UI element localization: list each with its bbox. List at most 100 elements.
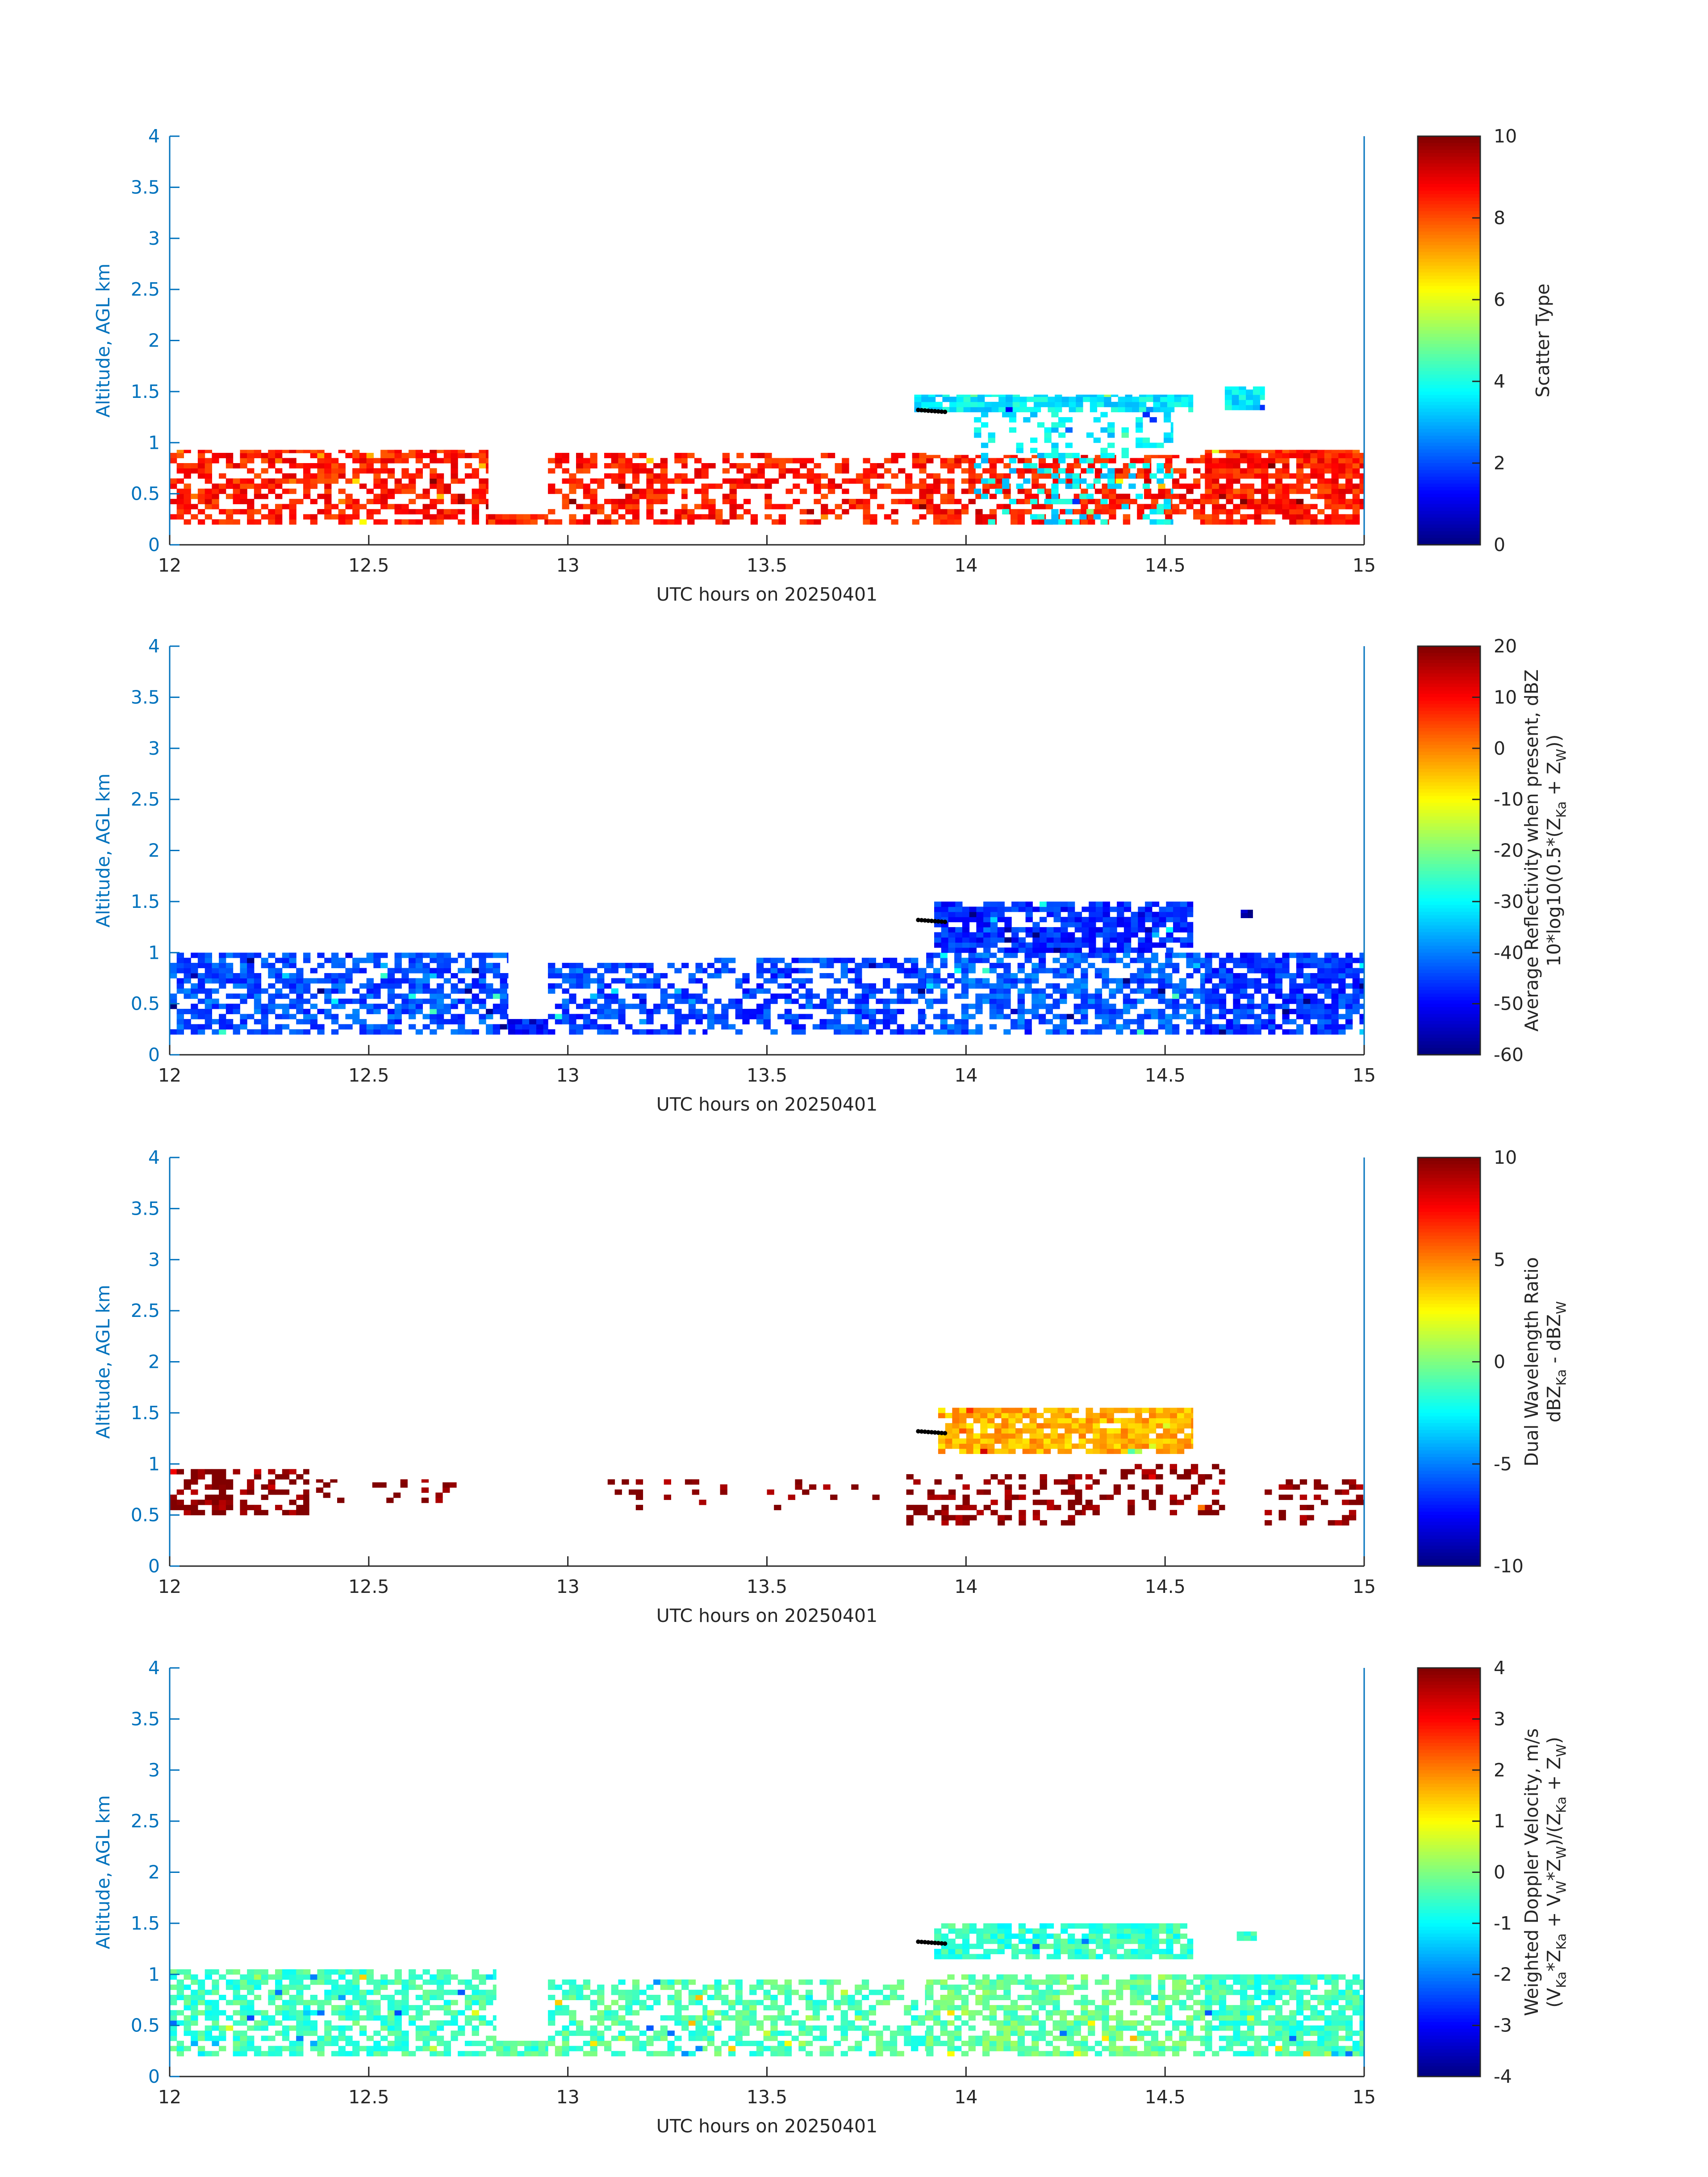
heatmap-cell: [1254, 957, 1261, 963]
heatmap-cell: [639, 1019, 647, 1024]
heatmap-cell: [268, 963, 276, 969]
heatmap-cell: [639, 999, 647, 1004]
heatmap-cell: [1011, 942, 1019, 948]
heatmap-cell: [1110, 917, 1117, 923]
heatmap-cell: [1002, 412, 1010, 418]
heatmap-cell: [941, 932, 948, 938]
heatmap-cell: [827, 478, 835, 484]
heatmap-cell: [982, 519, 990, 525]
heatmap-cell: [814, 478, 821, 484]
heatmap-cell: [338, 988, 346, 994]
heatmap-cell: [1324, 489, 1332, 494]
heatmap-cell: [1003, 463, 1011, 468]
heatmap-cell: [1001, 1412, 1009, 1418]
heatmap-cell: [1094, 509, 1102, 514]
heatmap-cell: [1246, 394, 1253, 400]
heatmap-cell: [170, 1504, 177, 1510]
heatmap-cell: [778, 458, 786, 464]
heatmap-cell: [926, 988, 934, 994]
heatmap-cell: [840, 968, 848, 974]
heatmap-cell: [1037, 422, 1045, 428]
heatmap-cell: [812, 993, 820, 999]
heatmap-cell: [1317, 968, 1325, 974]
heatmap-cell: [1082, 937, 1089, 943]
heatmap-cell: [254, 1974, 262, 1980]
heatmap-cell: [1158, 973, 1165, 978]
heatmap-cell: [1212, 499, 1219, 505]
colorbar-segment: [1418, 255, 1480, 259]
colorbar-segment: [1418, 1559, 1480, 1563]
heatmap-cell: [1024, 499, 1032, 505]
heatmap-cell: [1261, 983, 1269, 989]
heatmap-cell: [653, 519, 661, 525]
heatmap-cells: [170, 901, 1365, 1035]
heatmap-cell: [955, 942, 963, 948]
heatmap-cell: [1226, 489, 1233, 494]
heatmap-cell: [701, 489, 709, 494]
heatmap-cell: [1095, 911, 1103, 917]
heatmap-cell: [1352, 1009, 1360, 1015]
heatmap-cell: [952, 1438, 960, 1444]
heatmap-cell: [1193, 1009, 1201, 1015]
heatmap-cell: [422, 463, 430, 468]
heatmap-cell: [933, 1014, 941, 1020]
heatmap-cell: [827, 993, 834, 999]
heatmap-cell: [170, 458, 177, 464]
colorbar-segment: [1418, 173, 1480, 178]
heatmap-cell: [827, 957, 834, 963]
heatmap-cell: [1205, 999, 1212, 1004]
heatmap-cell: [1088, 1029, 1095, 1035]
heatmap-cell: [968, 473, 976, 479]
heatmap-cell: [458, 968, 465, 974]
heatmap-cell: [954, 519, 962, 525]
heatmap-cell: [966, 1408, 974, 1413]
heatmap-cell: [488, 514, 496, 520]
heatmap-cell: [1058, 519, 1066, 525]
heatmap-cell: [296, 1029, 304, 1035]
heatmap-cell: [296, 1504, 304, 1510]
heatmap-cell: [1003, 963, 1011, 969]
heatmap-cell: [1247, 483, 1254, 489]
heatmap-cell: [905, 499, 913, 505]
heatmap-cell: [1053, 907, 1061, 912]
heatmap-cell: [387, 973, 395, 978]
heatmap-cell: [1029, 1443, 1037, 1449]
colorbar-segment: [1418, 844, 1480, 848]
heatmap-cell: [1152, 911, 1160, 917]
heatmap-cell: [1156, 1448, 1163, 1454]
heatmap-cell: [268, 450, 276, 453]
heatmap-cell: [1219, 458, 1227, 464]
heatmap-cell: [756, 963, 764, 969]
heatmap-cell: [233, 489, 240, 494]
heatmap-cell: [240, 2015, 247, 2021]
heatmap-cell: [1177, 1438, 1185, 1444]
heatmap-cell: [934, 922, 942, 928]
cloud-base-dot: [932, 919, 937, 923]
heatmap-cell: [268, 1003, 276, 1009]
heatmap-cell: [254, 483, 262, 489]
heatmap-cell: [458, 453, 465, 459]
heatmap-cell: [912, 458, 919, 464]
heatmap-cell: [1324, 957, 1332, 963]
heatmap-cell: [458, 493, 465, 499]
heatmap-cell: [1338, 504, 1346, 510]
heatmap-cell: [1226, 519, 1233, 525]
heatmap-cell: [430, 473, 437, 479]
heatmap-cell: [1212, 973, 1219, 978]
colorbar-segment: [1418, 1037, 1480, 1042]
heatmap-cell: [935, 394, 943, 397]
heatmap-cell: [1017, 468, 1025, 474]
heatmap-cell: [1130, 1019, 1137, 1024]
heatmap-cell: [590, 458, 597, 464]
heatmap-cell: [436, 957, 444, 963]
heatmap-cell: [883, 1019, 890, 1024]
heatmap-cell: [479, 988, 486, 994]
heatmap-cell: [303, 514, 311, 520]
heatmap-cell: [791, 978, 799, 984]
heatmap-cell: [1261, 458, 1269, 464]
heatmap-cell: [464, 968, 472, 974]
heatmap-cell: [1031, 973, 1039, 978]
heatmap-cell: [393, 1492, 401, 1498]
heatmap-cell: [1136, 417, 1143, 423]
heatmap-cell: [583, 983, 591, 989]
